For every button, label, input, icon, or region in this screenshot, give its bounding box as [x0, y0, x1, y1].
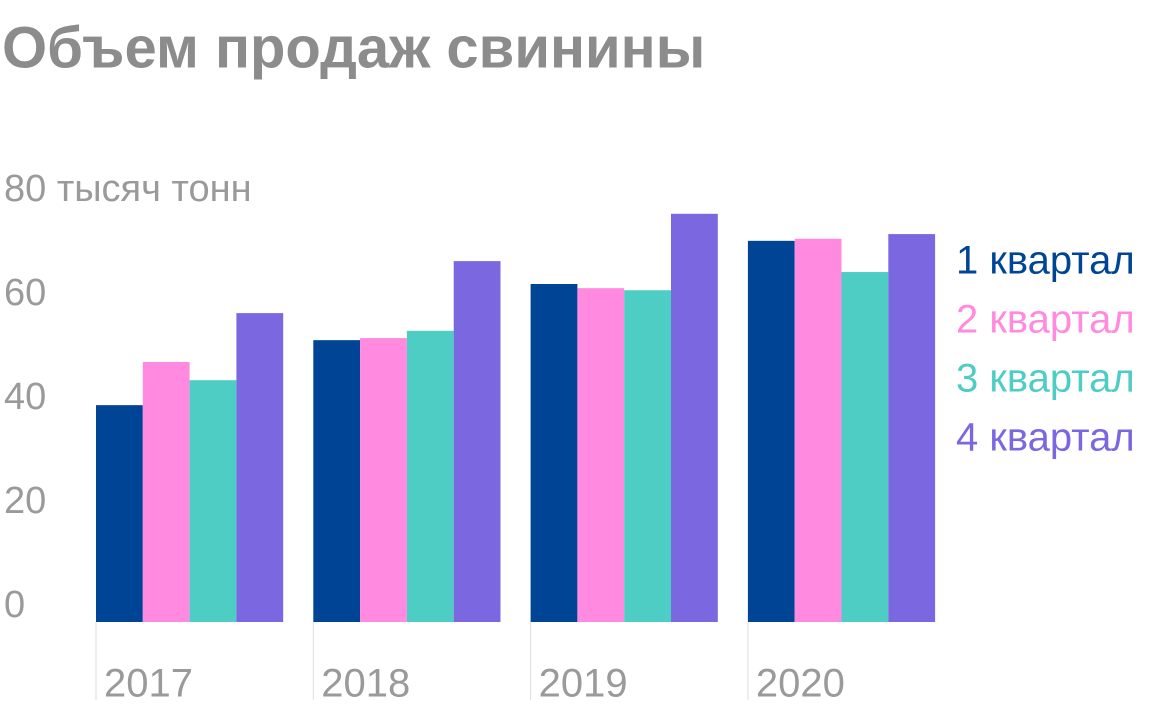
bar	[794, 238, 842, 622]
bar	[406, 330, 454, 622]
bar	[530, 284, 578, 622]
legend-entry: 2 квартал	[956, 298, 1135, 342]
bar	[189, 380, 237, 622]
x-tick-label: 2017	[104, 662, 193, 706]
bar	[747, 240, 795, 622]
bar	[360, 338, 407, 622]
x-tick-label: 2020	[756, 662, 845, 706]
bar	[671, 213, 718, 623]
bar	[453, 261, 501, 622]
bar	[142, 362, 190, 622]
legend-entry: 3 квартал	[956, 357, 1135, 401]
bar	[841, 272, 889, 622]
bar	[313, 340, 361, 622]
bar	[236, 313, 284, 622]
bar	[624, 290, 671, 622]
bar	[577, 288, 625, 622]
x-tick-label: 2019	[539, 662, 628, 706]
x-tick-label: 2018	[321, 662, 410, 706]
y-tick-label: 20	[4, 480, 46, 522]
y-tick-label: 80 тысяч тонн	[4, 168, 252, 210]
y-tick-label: 60	[4, 272, 46, 314]
legend-entry: 4 квартал	[956, 416, 1135, 460]
bar	[888, 234, 936, 622]
chart-title: Объем продаж свинины	[2, 15, 705, 80]
bar	[96, 405, 143, 622]
y-tick-label: 0	[4, 584, 25, 626]
legend-entry: 1 квартал	[956, 239, 1135, 283]
y-tick-label: 40	[4, 376, 46, 418]
